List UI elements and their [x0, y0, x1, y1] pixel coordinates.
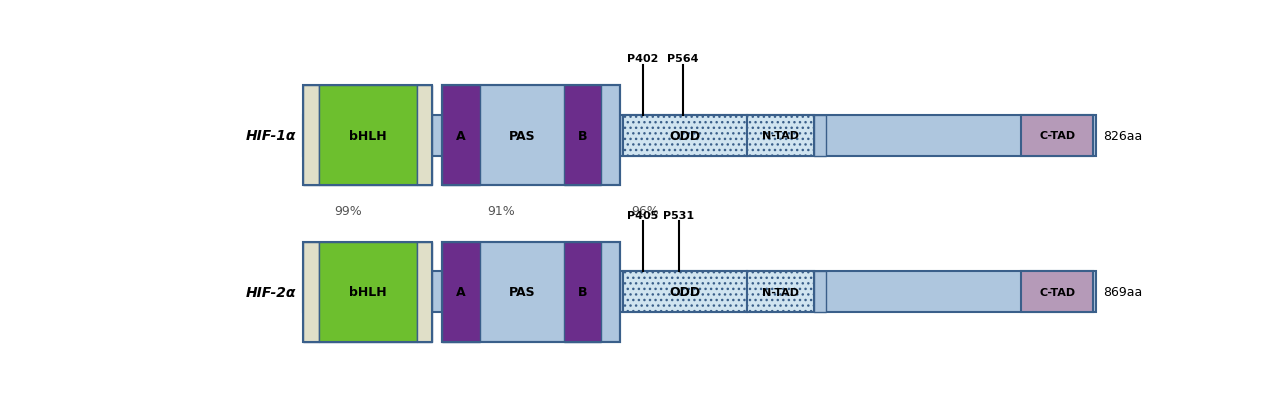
- Text: ODD: ODD: [670, 130, 700, 143]
- Bar: [624, 116, 748, 156]
- Text: bHLH: bHLH: [349, 130, 386, 143]
- Bar: [564, 242, 602, 342]
- Bar: [564, 86, 602, 186]
- Text: HIF-2α: HIF-2α: [247, 285, 296, 299]
- Bar: [417, 242, 432, 342]
- Text: N-TAD: N-TAD: [762, 287, 799, 297]
- Bar: [318, 242, 417, 342]
- Bar: [814, 272, 827, 312]
- Bar: [303, 116, 1095, 156]
- Bar: [624, 272, 748, 312]
- Bar: [303, 272, 1095, 312]
- Bar: [303, 86, 432, 186]
- Text: ODD: ODD: [670, 286, 700, 298]
- Text: P531: P531: [663, 210, 694, 220]
- Bar: [442, 242, 620, 342]
- Bar: [303, 86, 318, 186]
- Text: P405: P405: [627, 210, 658, 220]
- Text: PAS: PAS: [509, 130, 535, 143]
- Bar: [442, 86, 620, 186]
- Text: C-TAD: C-TAD: [1039, 287, 1075, 297]
- Text: HIF-1α: HIF-1α: [247, 129, 296, 143]
- Text: B: B: [578, 130, 588, 143]
- Text: 99%: 99%: [334, 204, 362, 217]
- Bar: [442, 242, 479, 342]
- Text: PAS: PAS: [509, 286, 535, 298]
- Bar: [417, 86, 432, 186]
- Bar: [442, 86, 620, 186]
- Bar: [814, 116, 827, 156]
- Text: A: A: [456, 286, 465, 298]
- Bar: [442, 242, 620, 342]
- Text: P402: P402: [627, 54, 658, 64]
- Bar: [1021, 116, 1093, 156]
- Bar: [748, 116, 814, 156]
- Bar: [1021, 272, 1093, 312]
- Text: A: A: [456, 130, 465, 143]
- Text: 826aa: 826aa: [1103, 130, 1143, 143]
- Text: C-TAD: C-TAD: [1039, 131, 1075, 141]
- Text: 96%: 96%: [631, 204, 659, 217]
- Bar: [303, 242, 432, 342]
- Bar: [303, 242, 318, 342]
- Text: bHLH: bHLH: [349, 286, 386, 298]
- Text: 869aa: 869aa: [1103, 286, 1143, 298]
- Text: P564: P564: [667, 54, 699, 64]
- Text: N-TAD: N-TAD: [762, 131, 799, 141]
- Bar: [442, 86, 479, 186]
- Text: B: B: [578, 286, 588, 298]
- Bar: [748, 272, 814, 312]
- Bar: [318, 86, 417, 186]
- Text: 91%: 91%: [488, 204, 515, 217]
